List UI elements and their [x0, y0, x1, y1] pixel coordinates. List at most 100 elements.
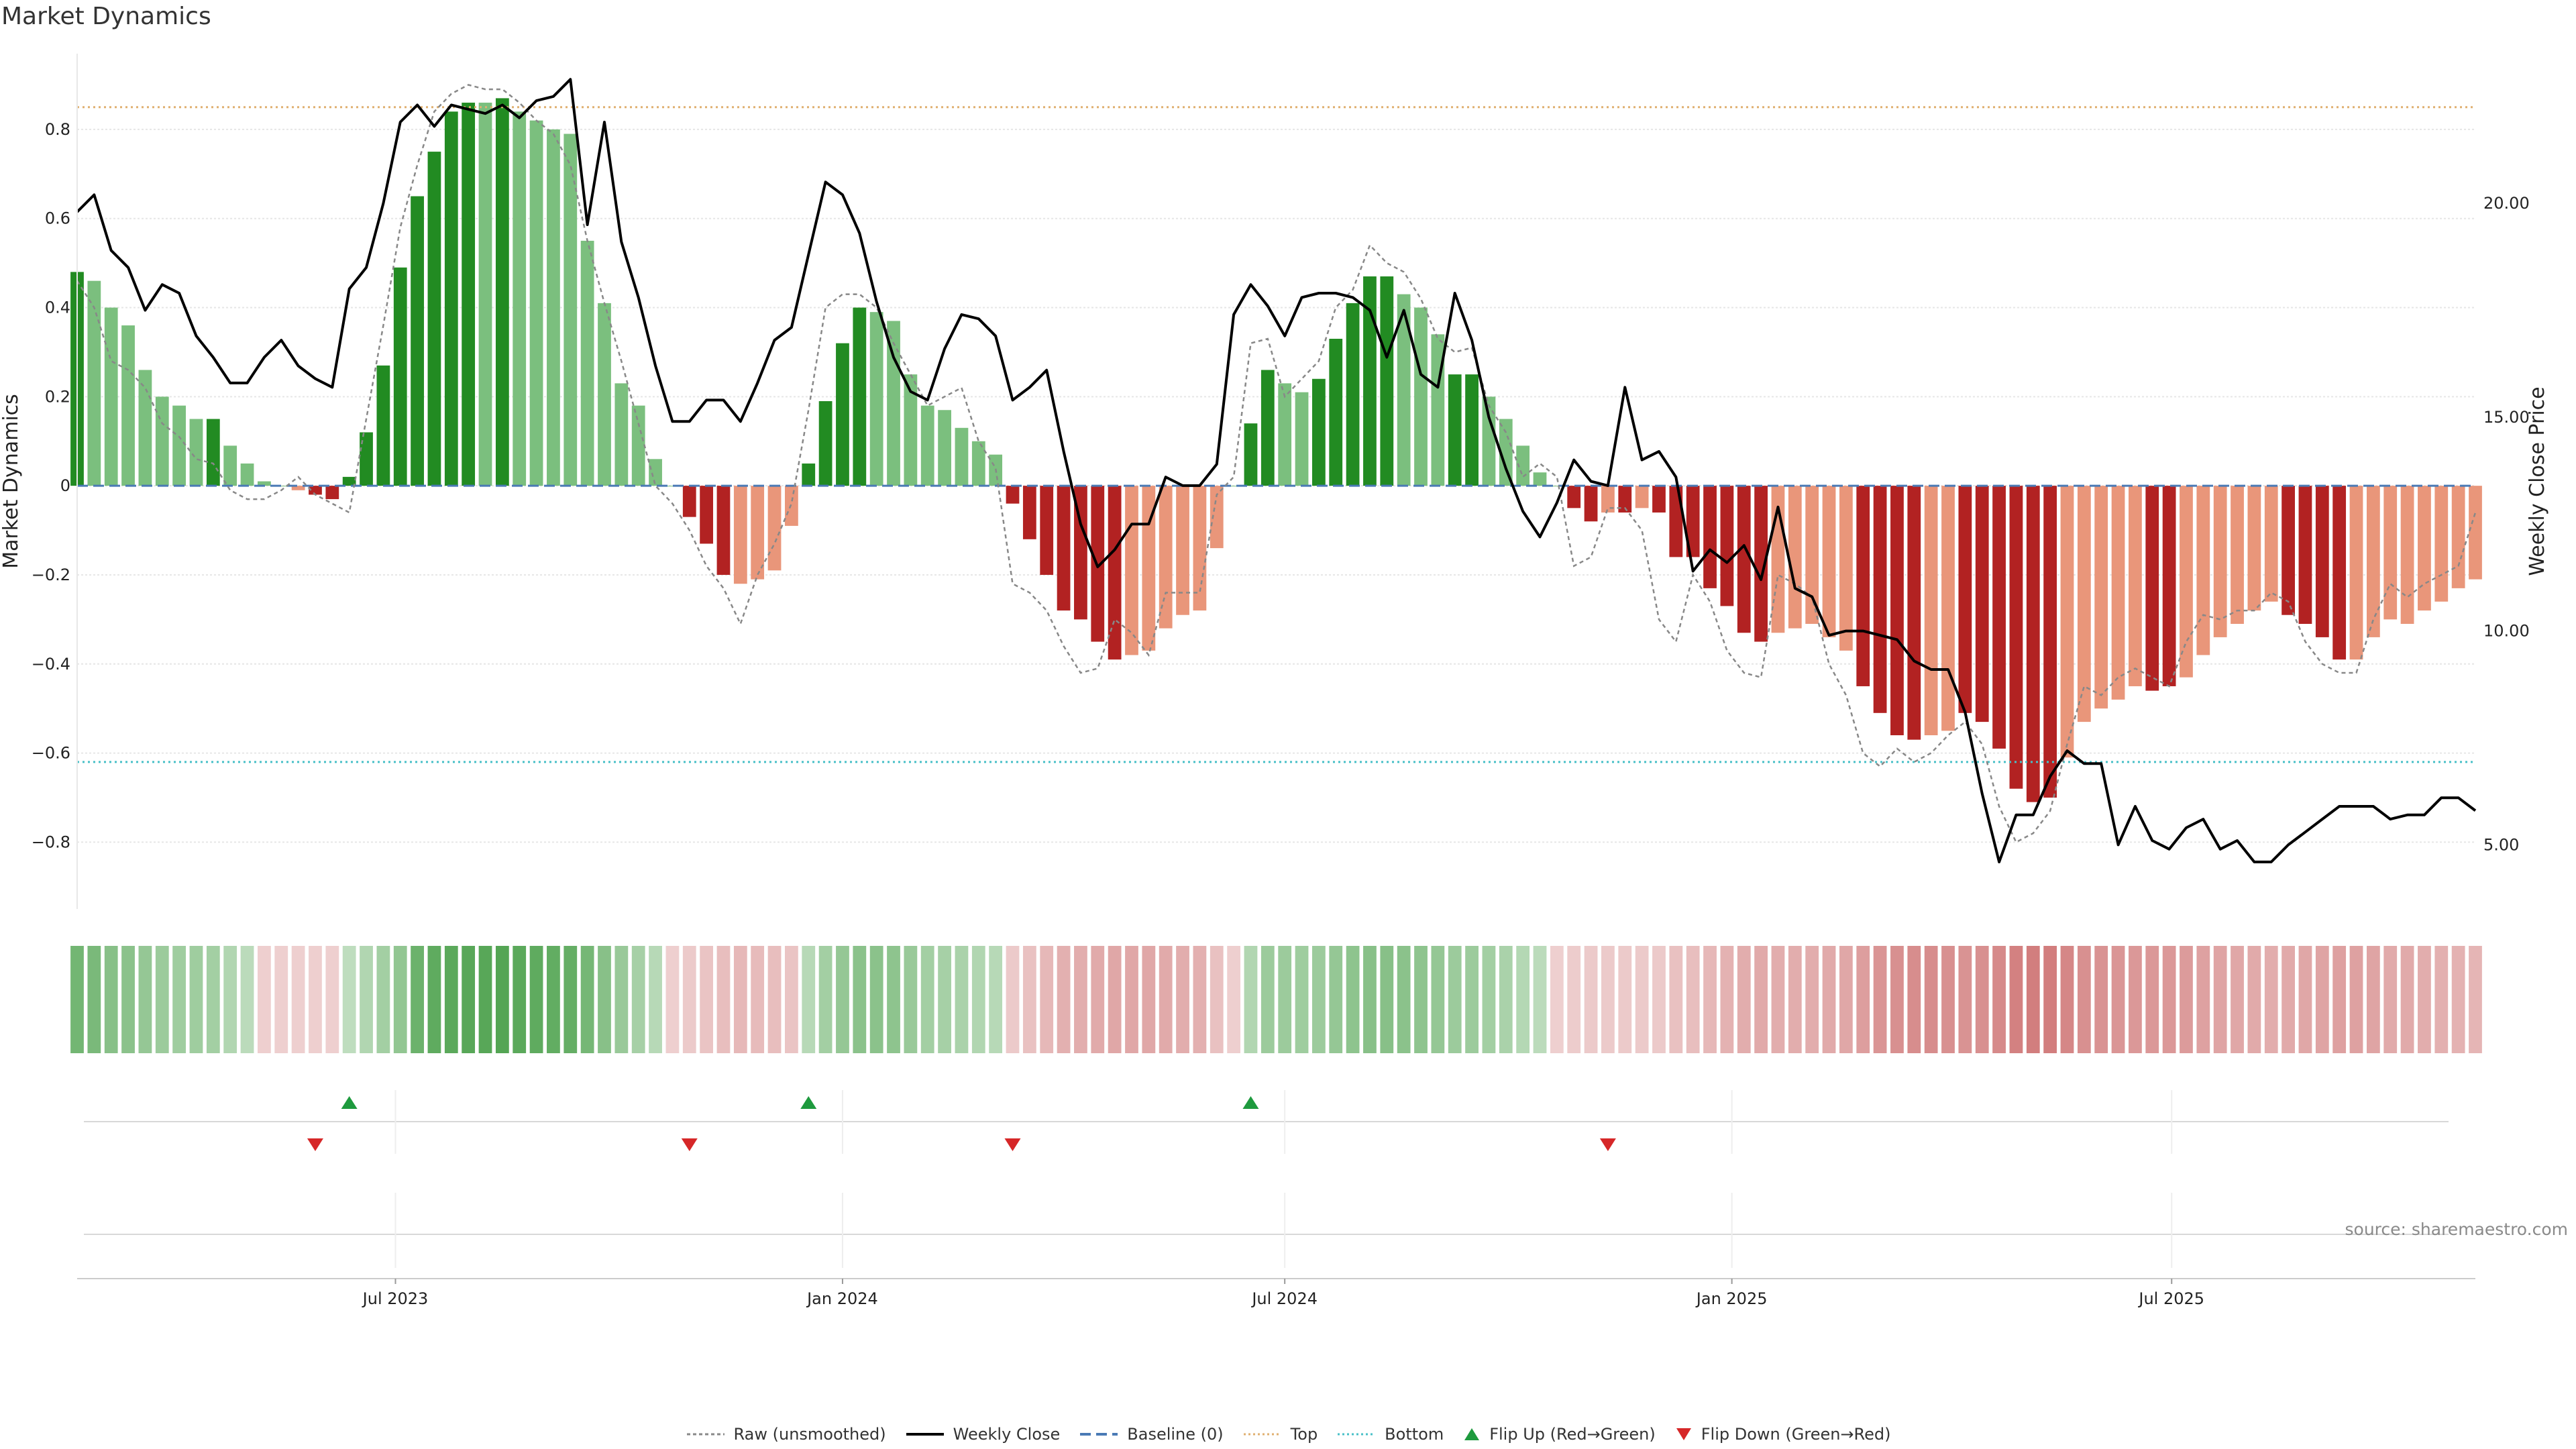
- intensity-cell: [1890, 946, 1904, 1053]
- intensity-cell: [1465, 946, 1479, 1053]
- source-note: source: sharemaestro.com: [2345, 1220, 2569, 1239]
- intensity-cell: [751, 946, 765, 1053]
- dynamics-bar: [2094, 486, 2108, 709]
- dynamics-bar: [2469, 486, 2482, 580]
- intensity-cell: [1159, 946, 1173, 1053]
- intensity-cell: [2043, 946, 2057, 1053]
- dynamics-bar: [700, 486, 714, 544]
- dynamics-bar: [598, 303, 611, 486]
- dynamics-bar: [513, 111, 527, 486]
- dynamics-bar: [1244, 423, 1258, 486]
- dynamics-bar: [2145, 486, 2159, 691]
- chart-title: Market Dynamics: [1, 3, 211, 30]
- dynamics-bar: [155, 396, 169, 486]
- close-series: [76, 78, 2477, 863]
- intensity-cell: [104, 946, 118, 1053]
- legend-item-baseline: Baseline (0): [1079, 1425, 1224, 1444]
- intensity-cell: [342, 946, 356, 1053]
- intensity-cell: [2162, 946, 2176, 1053]
- intensity-cell: [478, 946, 492, 1053]
- intensity-cell: [513, 946, 527, 1053]
- dynamics-bar: [189, 419, 203, 486]
- dynamics-bar: [2282, 486, 2295, 615]
- intensity-cell: [444, 946, 458, 1053]
- dynamics-bar: [223, 445, 237, 486]
- dynamics-bar: [411, 196, 424, 486]
- dynamics-bar: [1737, 486, 1751, 633]
- dynamics-bar: [2451, 486, 2465, 588]
- intensity-cell: [580, 946, 594, 1053]
- dynamics-bar: [682, 486, 696, 517]
- dynamics-bar: [104, 307, 118, 486]
- legend-item-raw: Raw (unsmoothed): [686, 1425, 886, 1444]
- dynamics-bar: [971, 441, 985, 486]
- dynamics-bar: [1975, 486, 1989, 722]
- dynamics-bar: [1788, 486, 1802, 629]
- intensity-cell: [2332, 946, 2347, 1053]
- dynamics-bar: [1601, 486, 1615, 513]
- intensity-cell: [2434, 946, 2449, 1053]
- dynamics-bar: [1924, 486, 1938, 736]
- dynamics-bar: [2180, 486, 2193, 678]
- legend-label-flip-down: Flip Down (Green→Red): [1701, 1425, 1891, 1444]
- intensity-cell: [1431, 946, 1445, 1053]
- intensity-cell: [206, 946, 220, 1053]
- y-tick-label: 0.8: [45, 120, 70, 139]
- dynamics-bar: [495, 98, 509, 486]
- intensity-cell: [1771, 946, 1785, 1053]
- intensity-cell: [1856, 946, 1870, 1053]
- intensity-cell: [1550, 946, 1564, 1053]
- intensity-cell: [2366, 946, 2380, 1053]
- dynamics-bar: [360, 432, 373, 486]
- intensity-cell: [1244, 946, 1258, 1053]
- flip-up-marker: [341, 1096, 358, 1109]
- intensity-cell: [700, 946, 714, 1053]
- dynamics-bar: [206, 419, 220, 486]
- x-tick-label: Jan 2025: [1695, 1289, 1768, 1308]
- intensity-cell: [1346, 946, 1360, 1053]
- dynamics-bar: [2196, 486, 2210, 655]
- intensity-cell: [1941, 946, 1955, 1053]
- intensity-cell: [325, 946, 339, 1053]
- dynamics-bar: [478, 103, 492, 486]
- dynamics-bar: [2247, 486, 2261, 611]
- intensity-cell: [1040, 946, 1054, 1053]
- intensity-cell: [1533, 946, 1547, 1053]
- dynamics-bar: [427, 152, 441, 486]
- intensity-cell: [2231, 946, 2244, 1053]
- intensity-cell: [1635, 946, 1649, 1053]
- intensity-cell: [258, 946, 271, 1053]
- intensity-cell: [1329, 946, 1343, 1053]
- intensity-cell: [87, 946, 101, 1053]
- dynamics-bar: [2077, 486, 2091, 722]
- intensity-cell: [2315, 946, 2329, 1053]
- dynamics-bar: [309, 486, 322, 495]
- intensity-cell: [155, 946, 169, 1053]
- flip-down-marker: [681, 1138, 698, 1151]
- intensity-cell: [853, 946, 867, 1053]
- intensity-cell: [1805, 946, 1819, 1053]
- dynamics-bar: [1397, 294, 1411, 486]
- intensity-cell: [1788, 946, 1802, 1053]
- dynamics-bar: [904, 374, 918, 486]
- intensity-cell: [1992, 946, 2006, 1053]
- dynamics-bar: [2060, 486, 2074, 758]
- legend-close-swatch: [906, 1433, 944, 1436]
- intensity-cell: [2129, 946, 2142, 1053]
- intensity-cell: [1260, 946, 1275, 1053]
- bar-series: [70, 98, 2482, 802]
- dynamics-bar: [1703, 486, 1717, 588]
- dynamics-bar: [1278, 383, 1292, 486]
- intensity-cell: [360, 946, 373, 1053]
- legend-item-close: Weekly Close: [905, 1425, 1060, 1444]
- dynamics-bar: [1142, 486, 1156, 651]
- flip-markers-panel: [84, 1090, 2449, 1154]
- legend-label-baseline: Baseline (0): [1127, 1425, 1224, 1444]
- lower-panel: [84, 1193, 2449, 1268]
- dynamics-bar: [172, 405, 186, 486]
- flip-down-marker: [307, 1138, 323, 1151]
- dynamics-bar: [1584, 486, 1598, 522]
- flip-up-icon: [1464, 1428, 1480, 1440]
- intensity-cell: [785, 946, 798, 1053]
- intensity-cell: [1311, 946, 1326, 1053]
